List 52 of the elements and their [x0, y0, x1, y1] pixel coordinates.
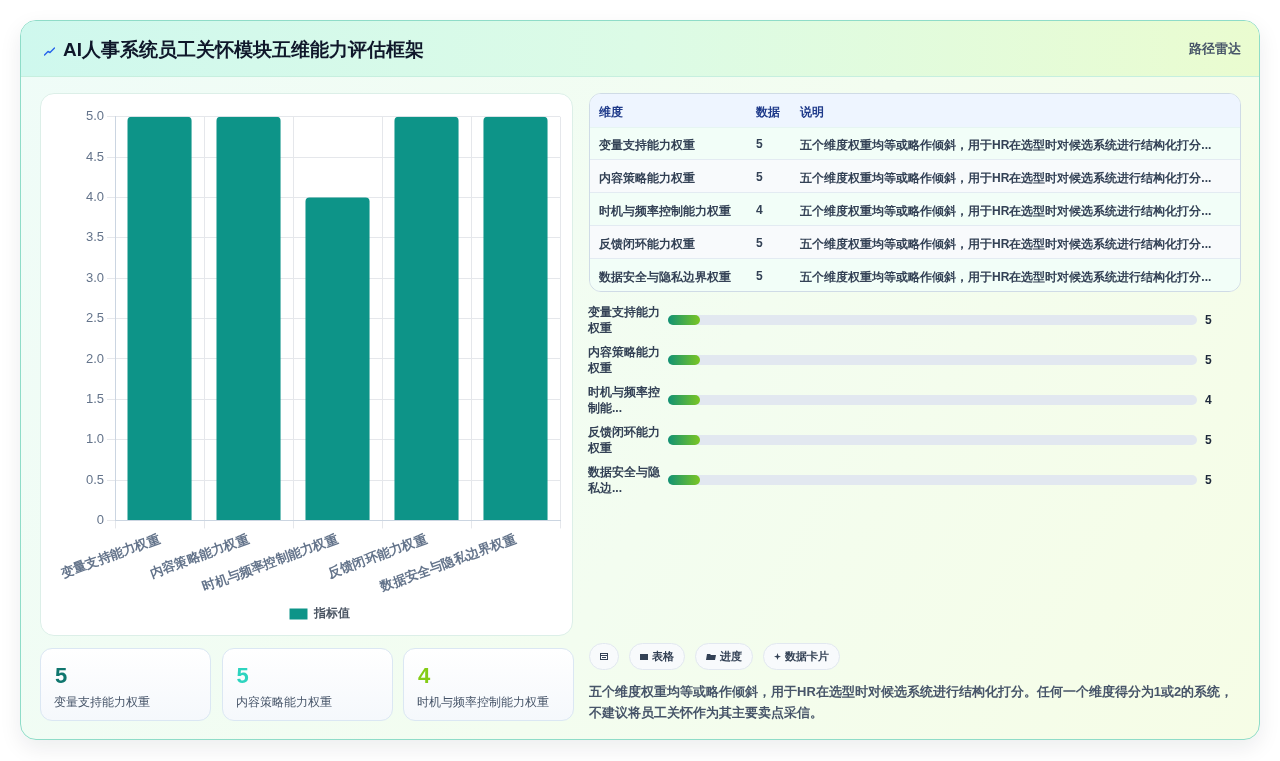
- y-tick-label: 2.0: [85, 350, 105, 366]
- data-label: 5: [756, 236, 763, 250]
- data-label: 4: [1205, 393, 1212, 407]
- y-tick-label: 2.5: [85, 310, 105, 326]
- chart-title: AI人事系统员工关怀模块五维能力评估框架: [63, 38, 424, 62]
- text: 表格: [652, 649, 674, 664]
- text: 五个维度权重均等或略作倾斜，用于HR在选型时对候选系统进行结构化打分...: [800, 270, 1212, 284]
- text: 进度: [720, 649, 742, 664]
- data-label: 5: [756, 269, 763, 283]
- text: 五个维度权重均等或略作倾斜，用于HR在选型时对候选系统进行结构化打分...: [800, 137, 1212, 154]
- category-label: 内容策略能力权重: [235, 694, 332, 711]
- y-tick-label: 3.0: [85, 269, 105, 285]
- data-label: 5: [1205, 353, 1212, 367]
- text: 数据卡片: [785, 649, 829, 664]
- category-label: 数据安全与隐私边界权重: [599, 269, 731, 286]
- y-tick-label: 1.0: [85, 431, 105, 447]
- category-label: 时机与频率控制能力权重: [599, 203, 731, 220]
- y-tick-label: 1.5: [85, 390, 105, 406]
- legend-label: 指标值: [312, 606, 350, 621]
- y-tick-label: 4.5: [85, 148, 105, 164]
- data-label: 5: [1205, 473, 1212, 487]
- text: 维度: [599, 104, 623, 121]
- data-label: 5: [756, 170, 763, 184]
- y-tick-label: 5.0: [85, 108, 105, 124]
- category-label: 时机与频率控制能...: [588, 384, 661, 416]
- text: 五个维度权重均等或略作倾斜，用于HR在选型时对候选系统进行结构化打分。任何一个维度得分为1或2的系统，不建议将员工关怀作为其主要卖点采信。: [589, 683, 1235, 722]
- y-tick-label: 3.5: [85, 229, 105, 245]
- text: 路径雷达: [1189, 40, 1241, 58]
- category-label: 变量支持能力权重: [588, 304, 661, 336]
- data-label: 4: [418, 663, 431, 689]
- category-label: 反馈闭环能力权重: [588, 424, 661, 456]
- category-label: 内容策略能力权重: [599, 170, 695, 187]
- text: 五个维度权重均等或略作倾斜，用于HR在选型时对候选系统进行结构化打分...: [800, 237, 1212, 251]
- y-tick-label: 0: [96, 512, 105, 528]
- category-label: 内容策略能力权重: [588, 344, 661, 376]
- data-label: 5: [756, 137, 763, 151]
- category-label: 变量支持能力权重: [599, 137, 695, 154]
- data-label: 5: [1205, 313, 1212, 327]
- category-label: 变量支持能力权重: [54, 694, 150, 711]
- data-label: 5: [236, 663, 249, 689]
- text: 五个维度权重均等或略作倾斜，用于HR在选型时对候选系统进行结构化打分...: [800, 171, 1212, 185]
- text: 说明: [800, 104, 824, 121]
- text: 数据: [756, 104, 780, 121]
- category-label: 反馈闭环能力权重: [599, 236, 695, 253]
- category-label: 数据安全与隐私边...: [588, 464, 661, 496]
- data-label: 5: [1205, 433, 1212, 447]
- y-tick-label: 4.0: [85, 189, 105, 205]
- data-label: 5: [55, 663, 68, 689]
- text: 五个维度权重均等或略作倾斜，用于HR在选型时对候选系统进行结构化打分...: [800, 204, 1212, 218]
- category-label: 时机与频率控制能力权重: [417, 694, 549, 711]
- data-label: 4: [756, 203, 763, 217]
- y-tick-label: 0.5: [85, 471, 105, 487]
